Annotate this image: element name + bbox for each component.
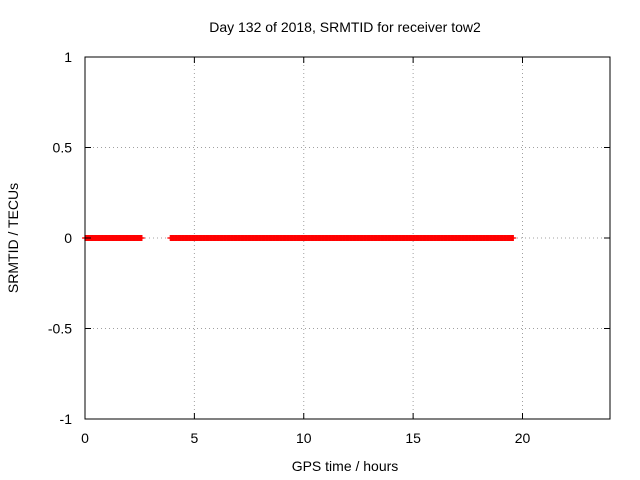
y-tick-label: 0 [64,230,72,246]
x-tick-label: 0 [81,430,89,446]
x-tick-label: 5 [190,430,198,446]
axis-ticks [84,56,610,420]
x-tick-label: 20 [515,430,531,446]
x-tick-label: 10 [296,430,312,446]
data-point [138,235,145,241]
y-axis-label: SRMTID / TECUs [5,183,21,293]
x-tick-label: 15 [405,430,421,446]
x-axis-label: GPS time / hours [292,458,399,474]
y-tick-label: -0.5 [48,321,72,337]
tick-labels: 0 5 10 15 20 -1 -0.5 0 0.5 1 [48,49,531,446]
y-tick-label: 0.5 [53,140,73,156]
chart-title: Day 132 of 2018, SRMTID for receiver tow… [209,19,481,35]
y-tick-label: 1 [64,49,72,65]
y-tick-label: -1 [60,411,73,427]
data-point [510,235,517,241]
data-points [82,235,517,241]
